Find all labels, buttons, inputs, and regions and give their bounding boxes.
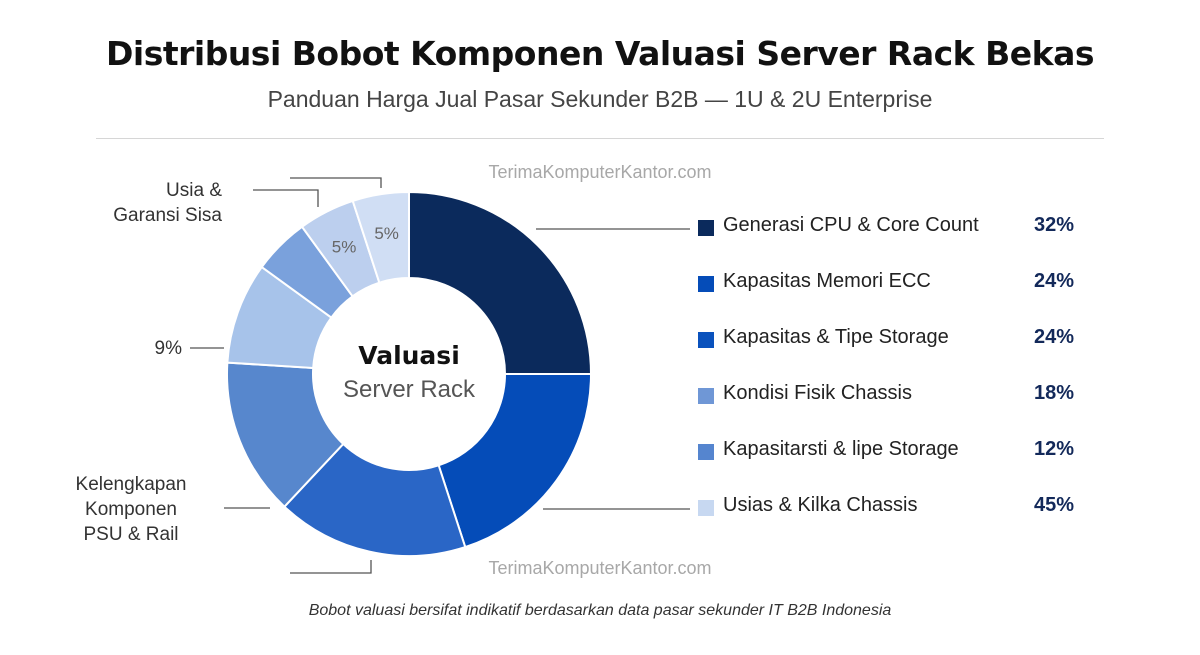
callout-kelengkapan-line3: PSU & Rail xyxy=(83,524,179,545)
legend-value: 32% xyxy=(1033,214,1074,236)
center-label-subtitle: Server Rack xyxy=(343,376,476,403)
header-divider xyxy=(96,138,1104,139)
legend-swatch xyxy=(698,276,714,292)
legend-value: 24% xyxy=(1033,270,1074,292)
legend-value: 12% xyxy=(1033,438,1074,460)
callout-kelengkapan-line2: Komponen xyxy=(85,499,177,520)
legend-swatch xyxy=(698,332,714,348)
leader-line-usia xyxy=(253,189,319,207)
slice-label-7: 5% xyxy=(332,238,357,257)
legend-item: Kapasitas Memori ECC 24% xyxy=(698,270,1078,326)
legend-label: Generasi CPU & Core Count xyxy=(723,214,979,236)
callout-kelengkapan-line1: Kelengkapan xyxy=(75,474,187,495)
chart-title: Distribusi Bobot Komponen Valuasi Server… xyxy=(105,34,1095,73)
callout-usia-garansi: Usia & Garansi Sisa xyxy=(60,178,222,228)
callout-usia-line2: Garansi Sisa xyxy=(113,205,222,226)
legend-value: 45% xyxy=(1033,494,1074,516)
donut-slice-3 xyxy=(282,442,467,557)
legend: Generasi CPU & Core Count 32% Kapasitas … xyxy=(698,214,1078,550)
leader-line-top xyxy=(290,177,382,188)
callout-nine-percent: 9% xyxy=(154,338,182,359)
legend-label: Kapasitas Memori ECC xyxy=(723,270,931,292)
donut-slices xyxy=(226,190,593,557)
legend-label: Kapasitarsti & lipe Storage xyxy=(723,438,959,460)
legend-swatch xyxy=(698,220,714,236)
callout-usia-line1: Usia & xyxy=(166,180,222,201)
slice-label-8: 5% xyxy=(374,224,399,243)
legend-label: Kapasitas & Tipe Storage xyxy=(723,326,949,348)
watermark-bottom: TerimaKomputerKantor.com xyxy=(488,558,712,578)
legend-swatch xyxy=(698,500,714,516)
leader-line-bottom xyxy=(290,560,372,574)
legend-label: Kondisi Fisik Chassis xyxy=(723,382,912,404)
legend-item: Kondisi Fisik Chassis 18% xyxy=(698,382,1078,438)
legend-label: Usias & Kilka Chassis xyxy=(723,494,918,516)
donut-slice-1 xyxy=(408,190,593,375)
donut-slice-2 xyxy=(437,373,593,549)
callout-kelengkapan: Kelengkapan Komponen PSU & Rail xyxy=(40,472,222,547)
legend-value: 18% xyxy=(1033,382,1074,404)
footnote: Bobot valuasi bersifat indikatif berdasa… xyxy=(308,602,892,619)
legend-item: Usias & Kilka Chassis 45% xyxy=(698,494,1078,550)
watermark-top: TerimaKomputerKantor.com xyxy=(488,162,712,182)
legend-swatch xyxy=(698,388,714,404)
chart-subtitle: Panduan Harga Jual Pasar Sekunder B2B — … xyxy=(267,86,933,112)
legend-item: Kapasitas & Tipe Storage 24% xyxy=(698,326,1078,382)
slice-labels: 5% 5% xyxy=(332,224,399,257)
center-label-title: Valuasi xyxy=(358,341,460,370)
donut-slice-8 xyxy=(351,190,410,284)
callout-leader-lines xyxy=(190,177,690,574)
legend-swatch xyxy=(698,444,714,460)
legend-item: Generasi CPU & Core Count 32% xyxy=(698,214,1078,270)
legend-item: Kapasitarsti & lipe Storage 12% xyxy=(698,438,1078,494)
legend-value: 24% xyxy=(1033,326,1074,348)
